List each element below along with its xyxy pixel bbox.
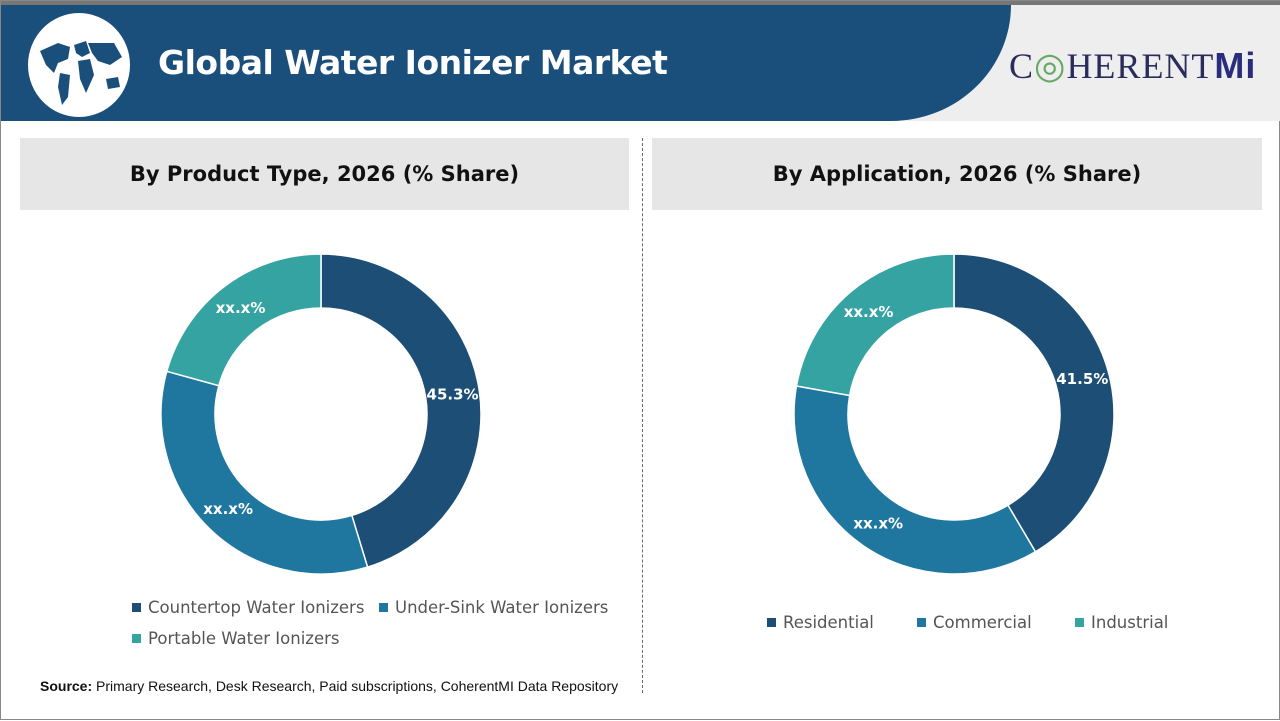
legend-item: Under-Sink Water Ionizers xyxy=(379,598,608,617)
legend-swatch xyxy=(132,634,141,643)
legend-label: Under-Sink Water Ionizers xyxy=(395,598,609,617)
source-note: Source: Primary Research, Desk Research,… xyxy=(40,678,618,694)
data-label: xx.x% xyxy=(203,500,253,518)
legend-item: Residential xyxy=(767,613,874,632)
panel-divider xyxy=(642,138,643,693)
world-globe-icon xyxy=(28,13,130,117)
legend-swatch xyxy=(132,603,141,612)
legend-swatch xyxy=(379,603,388,612)
application-chart-title: By Application, 2026 (% Share) xyxy=(652,138,1262,210)
coherentmi-logo: C◎HERENTMi xyxy=(1009,45,1257,86)
donut-slice xyxy=(160,370,369,575)
data-label: xx.x% xyxy=(844,303,894,321)
legend-label: Countertop Water Ionizers xyxy=(148,598,365,617)
source-label: Source: xyxy=(40,678,93,694)
data-label: xx.x% xyxy=(853,514,903,532)
donut-slice xyxy=(320,253,482,569)
legend-swatch xyxy=(1075,618,1084,627)
legend-label: Residential xyxy=(783,613,874,632)
donut-slice xyxy=(795,253,955,397)
legend-item: Countertop Water Ionizers xyxy=(132,598,364,617)
donut-slice xyxy=(793,385,1037,575)
legend-swatch xyxy=(767,618,776,627)
legend-item: Portable Water Ionizers xyxy=(132,629,340,648)
header-banner: Global Water Ionizer Market C◎HERENTMi xyxy=(1,1,1280,121)
donut-slice xyxy=(165,253,322,387)
legend-label: Industrial xyxy=(1091,613,1169,632)
page-title: Global Water Ionizer Market xyxy=(158,43,668,82)
legend-swatch xyxy=(917,618,926,627)
product-type-chart-title: By Product Type, 2026 (% Share) xyxy=(20,138,629,210)
data-label: 41.5% xyxy=(1056,370,1108,388)
legend-item: Commercial xyxy=(917,613,1032,632)
legend-label: Portable Water Ionizers xyxy=(148,629,340,648)
legend-label: Commercial xyxy=(933,613,1032,632)
legend-item: Industrial xyxy=(1075,613,1168,632)
title-banner xyxy=(1,5,1011,121)
data-label: 45.3% xyxy=(427,385,479,403)
source-text: Primary Research, Desk Research, Paid su… xyxy=(96,678,619,694)
donut-slice xyxy=(953,253,1115,553)
data-label: xx.x% xyxy=(216,299,266,317)
